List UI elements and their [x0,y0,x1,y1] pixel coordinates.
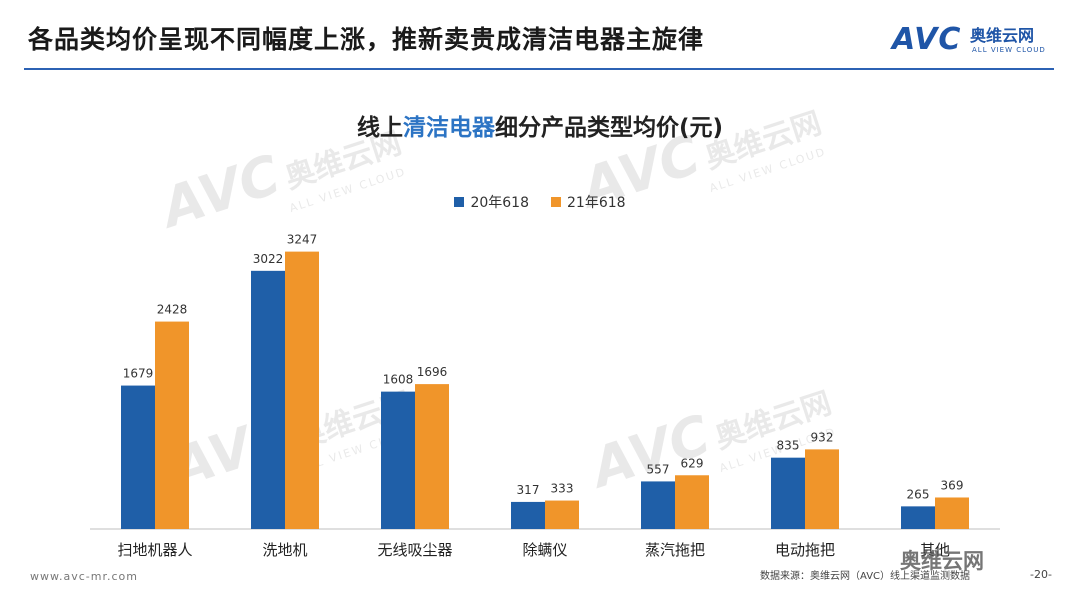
data-label: 265 [907,487,930,501]
data-label: 835 [777,439,800,453]
bar-20-0 [121,385,155,529]
bar-21-3 [545,500,579,529]
chart-title-highlight: 清洁电器 [402,115,495,141]
logo-cn-text: 奥维云网 [970,26,1035,45]
legend-item-21: 21年618 [551,192,626,212]
bar-20-5 [771,457,805,529]
chart-title-suffix: 细分产品类型均价(元) [494,115,724,141]
legend-label: 21年618 [567,195,626,211]
avc-logo: AVC 奥维云网 ALL VIEW CLOUD [892,16,1062,64]
legend-swatch [551,197,561,207]
wechat-watermark: 奥维云网 [900,549,984,573]
x-tick-label: 扫地机器人 [117,541,192,559]
legend-label: 20年618 [470,195,529,211]
x-tick-label: 其他 [920,541,950,559]
data-label: 557 [647,462,670,476]
data-label: 629 [681,456,704,470]
slide-title: 各品类均价呈现不同幅度上涨，推新卖贵成清洁电器主旋律 [28,25,705,54]
legend-swatch [454,197,465,207]
bar-20-4 [641,481,675,529]
data-label: 3247 [287,233,318,247]
x-tick-label: 洗地机 [262,541,307,559]
data-label: 317 [517,483,540,497]
bar-20-3 [511,501,545,529]
data-label: 932 [811,430,834,444]
data-label: 2428 [157,303,188,317]
bar-21-1 [285,251,319,529]
bar-20-6 [901,506,935,529]
data-label: 369 [941,478,964,492]
page-number: -20- [1030,568,1052,581]
bar-20-2 [381,391,415,529]
x-tick-label: 无线吸尘器 [377,541,452,559]
data-label: 1608 [383,373,414,387]
bar-21-5 [805,449,839,529]
header-rule [24,68,1054,70]
x-tick-label: 除螨仪 [522,541,567,559]
data-label: 3022 [253,252,284,266]
chart-title: 线上清洁电器细分产品类型均价(元) [0,108,1080,142]
chart-title-prefix: 线上 [356,115,403,141]
bar-20-1 [251,270,285,529]
bar-21-4 [675,475,709,529]
legend-item-20: 20年618 [454,192,529,212]
chart-legend: 20年618 21年618 [0,192,1080,212]
data-label: 1679 [123,367,154,381]
data-label: 333 [551,482,574,496]
data-label: 1696 [417,365,448,379]
bar-21-2 [415,384,449,529]
footer-url[interactable]: www.avc-mr.com [30,570,138,583]
logo-en-text: ALL VIEW CLOUD [972,46,1046,54]
x-tick-label: 蒸汽拖把 [645,541,705,559]
bar-21-0 [155,321,189,529]
footer-source: 数据来源：奥维云网（AVC）线上渠道监测数据 [760,571,971,582]
bar-21-6 [935,497,969,529]
logo-mark: AVC [892,22,962,57]
x-tick-label: 电动拖把 [775,541,835,559]
